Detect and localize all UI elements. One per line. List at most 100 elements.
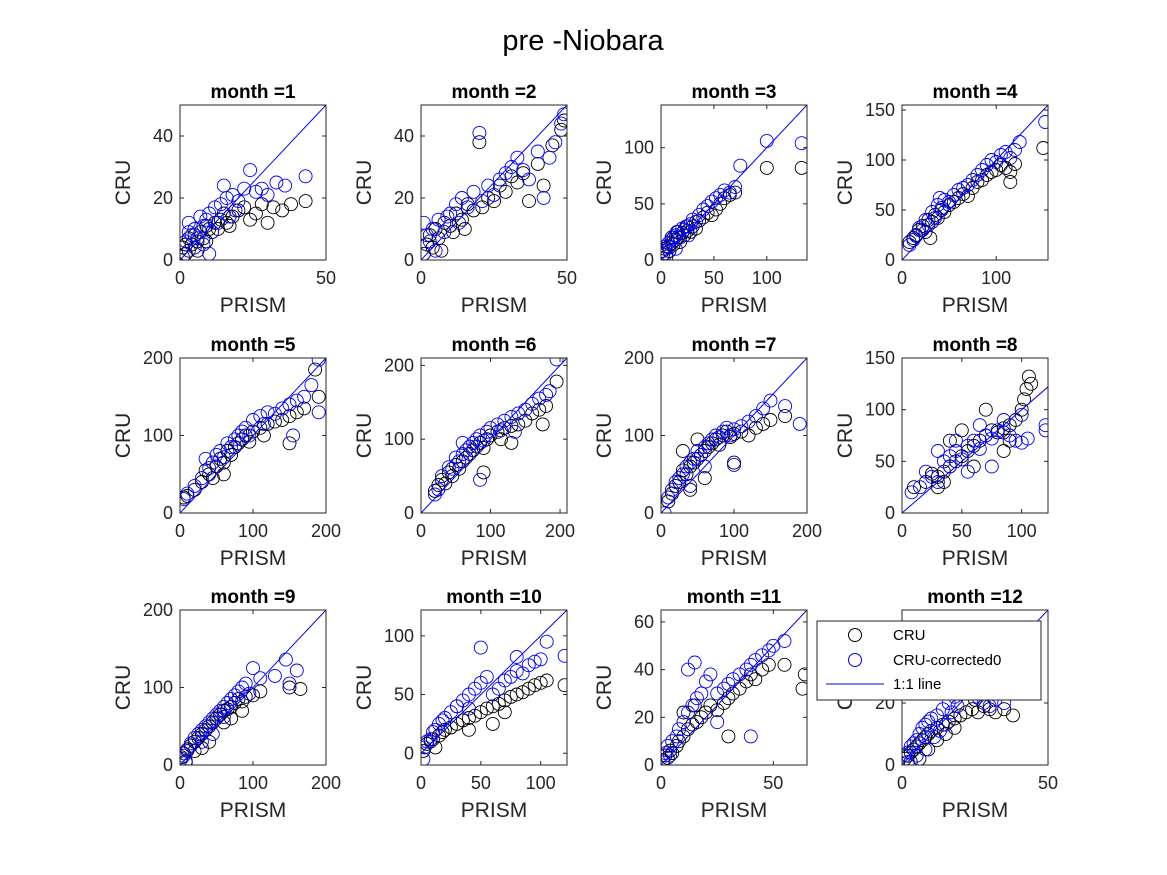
point-cru <box>532 402 547 417</box>
x-tick-label: 0 <box>175 268 185 288</box>
point-corrected <box>472 125 487 140</box>
point-corrected <box>930 475 945 489</box>
point-cru <box>476 465 491 480</box>
point-corrected <box>1038 423 1048 438</box>
point-corrected <box>473 472 488 487</box>
point-corrected <box>297 389 312 404</box>
point-corrected <box>756 401 771 416</box>
point-corrected <box>304 378 319 393</box>
point-cru <box>761 657 776 672</box>
point-cru <box>434 243 449 258</box>
x-tick-label: 100 <box>719 521 749 541</box>
point-corrected <box>990 423 1005 438</box>
point-cru <box>461 722 476 737</box>
y-tick-label: 50 <box>394 685 414 705</box>
point-corrected <box>993 148 1008 162</box>
point-corrected <box>431 482 446 497</box>
x-tick-label: 0 <box>175 773 185 793</box>
y-tick-label: 100 <box>143 678 173 698</box>
subplot-title: month =4 <box>933 82 1018 103</box>
point-corrected <box>954 452 969 467</box>
point-corrected <box>539 634 554 649</box>
axes-box <box>901 104 1049 261</box>
one-to-one-line <box>902 386 1048 513</box>
x-tick-label: 0 <box>416 773 426 793</box>
legend-marker-corrected <box>848 653 862 667</box>
point-corrected <box>461 701 476 716</box>
point-cru <box>665 746 680 761</box>
point-corrected <box>979 158 994 172</box>
point-corrected <box>286 428 301 443</box>
point-cru <box>979 168 994 182</box>
point-cru <box>308 362 323 377</box>
point-corrected <box>542 150 557 165</box>
point-corrected <box>440 209 455 224</box>
point-cru <box>202 719 217 734</box>
point-cru <box>289 405 304 420</box>
subplot-title: month =1 <box>211 82 296 103</box>
point-corrected <box>722 185 737 200</box>
data-layer <box>661 610 807 765</box>
point-corrected <box>205 455 220 470</box>
x-tick-label: 50 <box>471 773 491 793</box>
y-tick-label: 20 <box>394 188 414 208</box>
point-cru <box>1021 369 1036 384</box>
point-cru <box>794 160 807 175</box>
point-corrected <box>180 249 190 260</box>
point-cru <box>763 413 778 427</box>
y-tick-label: 100 <box>624 138 654 158</box>
point-cru <box>549 374 564 389</box>
point-cru <box>778 409 793 424</box>
x-tick-label: 0 <box>656 268 666 288</box>
point-corrected <box>423 732 438 747</box>
point-cru <box>222 218 237 233</box>
point-cru <box>497 705 512 720</box>
point-corrected <box>260 405 275 420</box>
point-corrected <box>1003 151 1018 165</box>
point-corrected <box>704 194 719 209</box>
point-corrected <box>421 752 431 765</box>
point-corrected <box>668 241 683 256</box>
axes-box <box>901 357 1049 514</box>
point-corrected <box>194 471 209 486</box>
point-cru <box>497 421 512 436</box>
point-corrected <box>710 715 725 730</box>
point-corrected <box>253 671 268 686</box>
y-tick-label: 150 <box>865 100 895 120</box>
subplot-month-7: 0 100 200 0 100 200 month =7 PRISM CRU <box>593 335 822 570</box>
data-layer <box>661 105 807 260</box>
point-cru <box>942 433 957 448</box>
x-axis-label: PRISM <box>220 799 287 822</box>
point-corrected <box>792 416 807 431</box>
point-corrected <box>701 436 716 451</box>
y-axis-label: CRU <box>112 413 135 459</box>
point-corrected <box>536 191 551 205</box>
subplot-title: month =2 <box>452 82 537 103</box>
point-corrected <box>194 734 209 749</box>
point-corrected <box>960 178 975 192</box>
point-corrected <box>216 699 231 714</box>
subplot-month-9: 0 100 200 0 100 200 month =9 PRISM CRU <box>112 587 341 822</box>
point-corrected <box>437 711 452 725</box>
point-cru <box>480 432 494 447</box>
point-corrected <box>661 236 676 251</box>
x-tick-label: 0 <box>656 521 666 541</box>
point-corrected <box>180 486 195 501</box>
y-tick-label: 0 <box>644 503 654 523</box>
point-corrected <box>748 653 763 668</box>
point-cru <box>716 696 731 710</box>
point-cru <box>437 722 452 737</box>
axes-box <box>179 104 327 261</box>
point-cru <box>975 173 990 187</box>
point-corrected <box>548 135 563 150</box>
point-corrected <box>487 187 501 202</box>
point-corrected <box>698 674 713 689</box>
point-corrected <box>231 684 246 699</box>
point-cru <box>511 417 526 432</box>
point-corrected <box>231 194 246 209</box>
point-corrected <box>227 688 242 703</box>
y-tick-label: 0 <box>644 755 654 775</box>
point-corrected <box>661 506 672 513</box>
point-corrected <box>443 705 458 720</box>
point-cru <box>498 184 513 199</box>
